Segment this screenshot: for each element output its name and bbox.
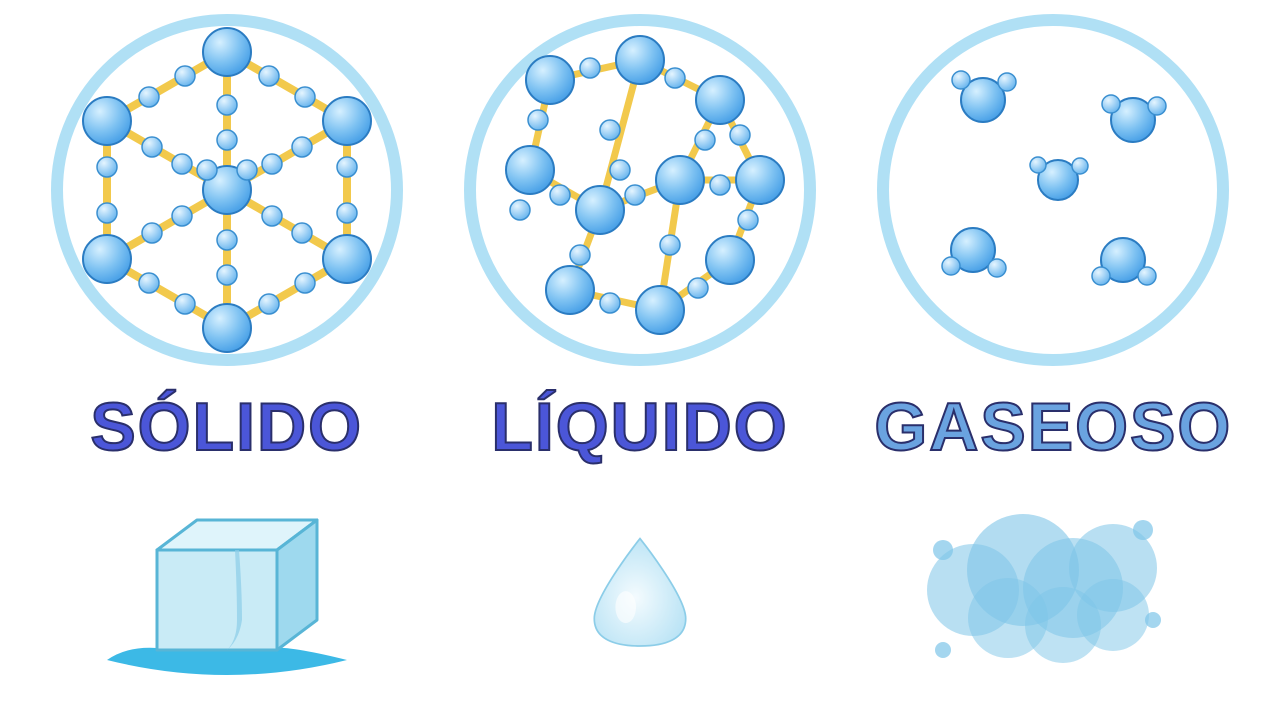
gas-molecule-diagram [873, 10, 1233, 370]
liquid-molecule-diagram [460, 10, 820, 370]
solid-molecule-diagram [47, 10, 407, 370]
state-liquid: LÍQUIDO [445, 10, 835, 690]
ice-cube-icon [87, 490, 367, 690]
water-drop-icon [500, 490, 780, 690]
states-row: SÓLIDO [0, 0, 1280, 690]
gas-label: GASEOSO [874, 388, 1232, 466]
liquid-label: LÍQUIDO [491, 388, 788, 466]
cloud-icon [913, 490, 1193, 690]
solid-label: SÓLIDO [90, 388, 363, 466]
state-gas: GASEOSO [858, 10, 1248, 690]
state-solid: SÓLIDO [32, 10, 422, 690]
